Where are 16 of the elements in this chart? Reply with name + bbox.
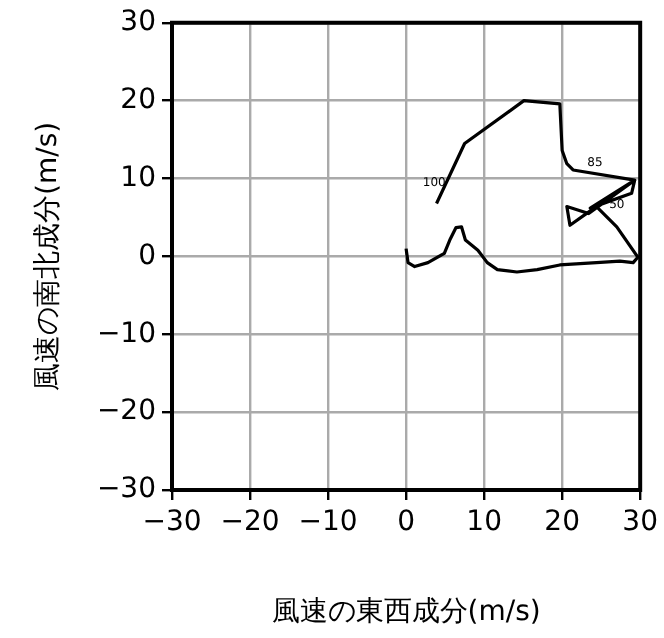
y-tick-label: 0 [138,239,156,272]
y-tick-label: −10 [96,317,156,350]
y-tick-label: −30 [96,473,156,506]
x-tick-label: 0 [397,506,416,539]
x-tick-label: 10 [466,506,502,539]
x-axis-title: 風速の東西成分(m/s) [271,596,541,629]
x-tick-label: 20 [544,506,580,539]
x-tick-label: −10 [298,506,358,539]
y-tick-label: 10 [120,161,156,194]
x-tick-label: 30 [622,506,659,539]
y-tick-label: 20 [120,83,156,116]
y-axis-title: 風速の南北成分(m/s) [32,121,65,391]
y-tick-label: 30 [120,6,156,39]
y-tick-label: −20 [96,395,156,428]
x-tick-label: −30 [142,506,202,539]
x-tick-label: −20 [220,506,280,539]
